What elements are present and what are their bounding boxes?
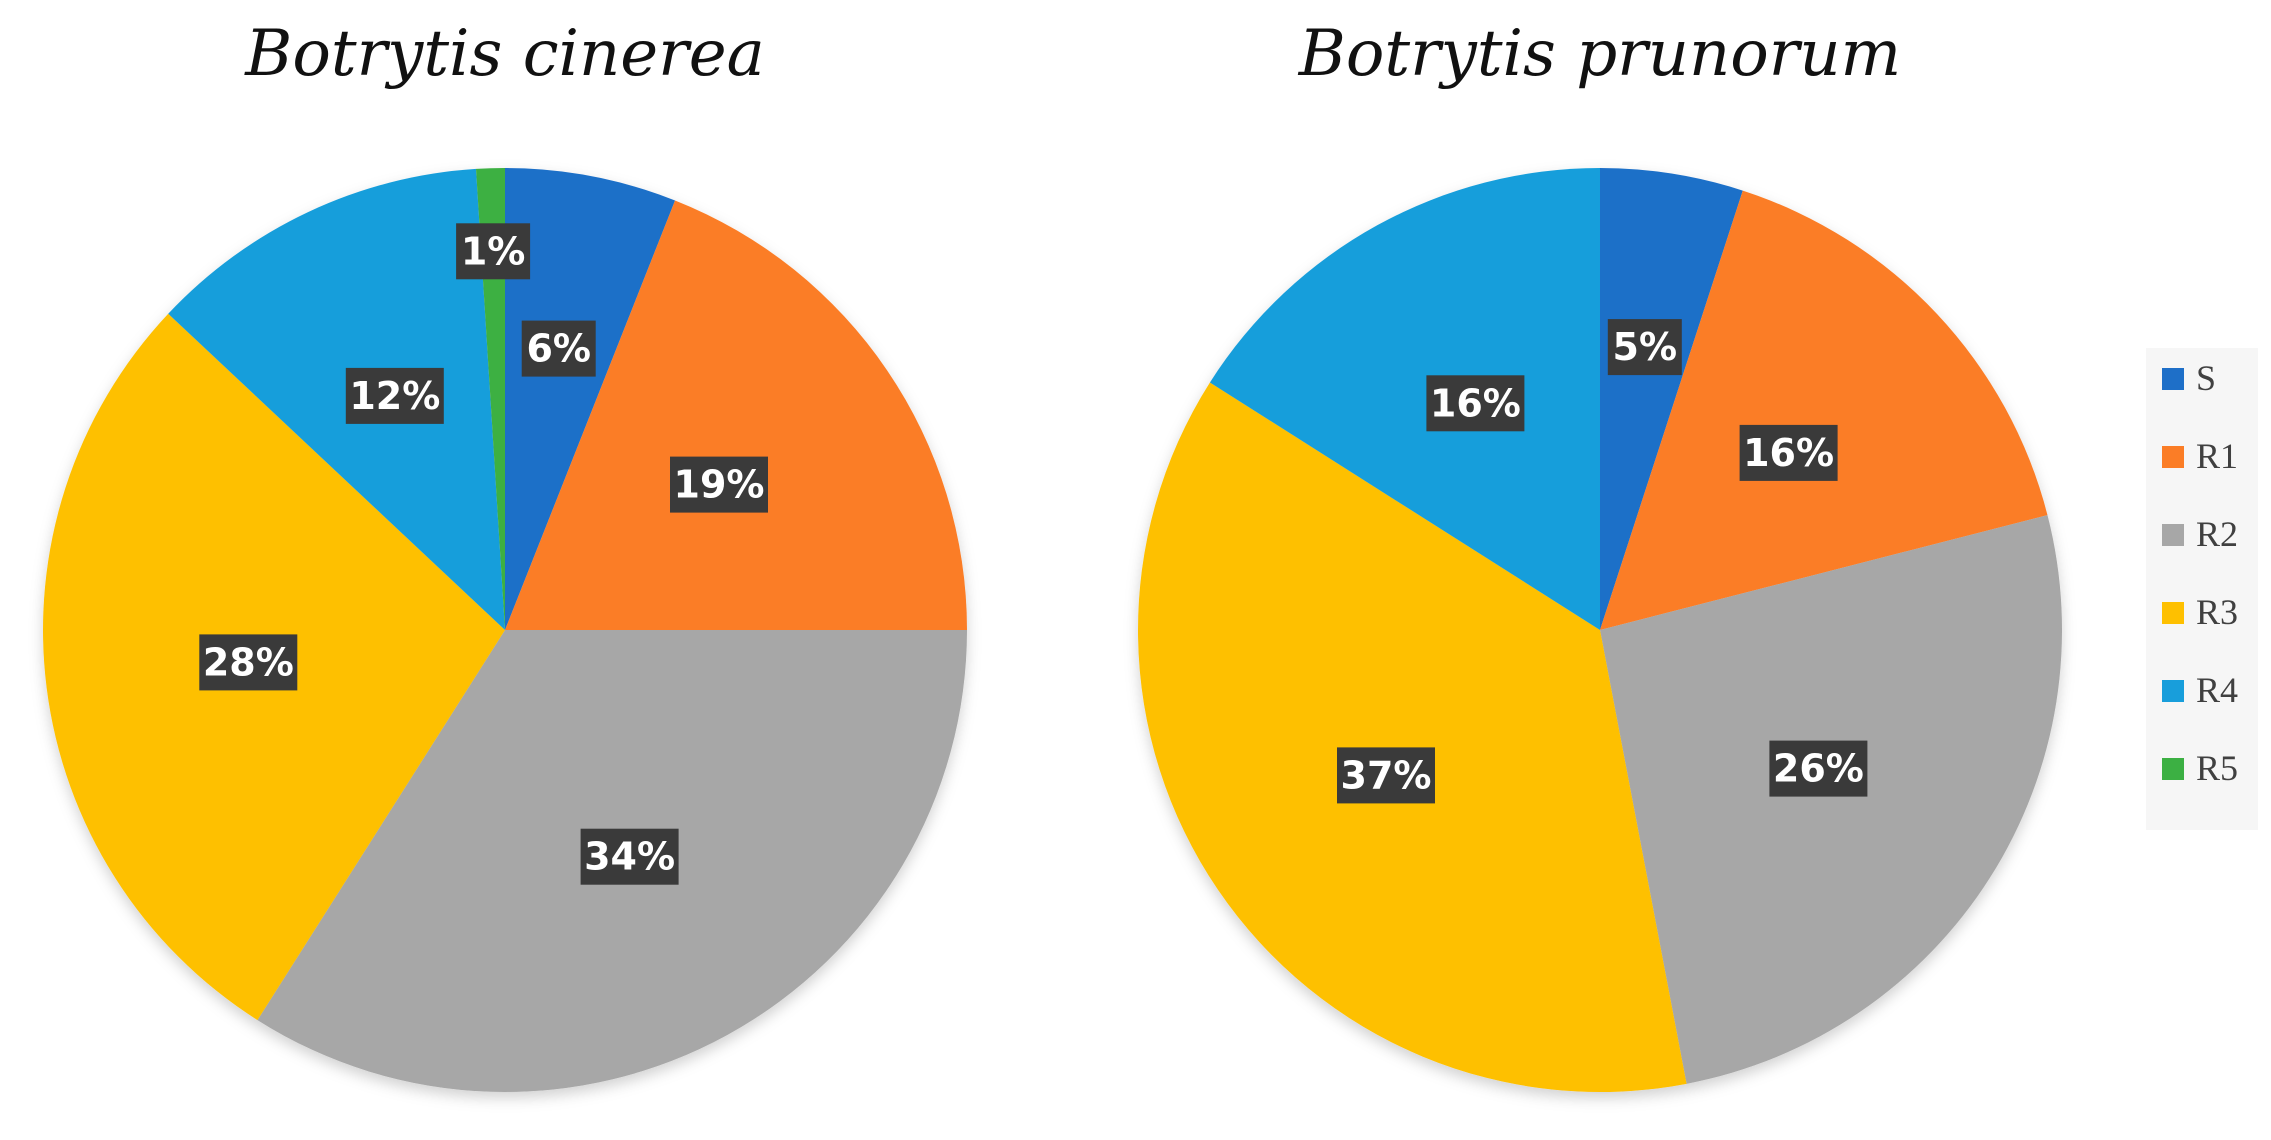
legend-label: R5 [2196, 748, 2238, 788]
legend-label: R3 [2196, 592, 2238, 632]
legend-item-s: S [2162, 358, 2216, 398]
pie-chart-prunorum: Botrytis prunorum 5% 16% 26% 37% 16% [1137, 17, 2063, 1093]
legend-label: R1 [2196, 436, 2238, 476]
data-label-cinerea-s: 6% [521, 320, 596, 377]
label-box [580, 828, 679, 885]
legend-swatch [2162, 680, 2184, 702]
legend-item-r3: R3 [2162, 592, 2238, 632]
chart-title-prunorum: Botrytis prunorum [1298, 17, 1901, 91]
label-text: 26% [1773, 747, 1864, 791]
label-box [1769, 740, 1868, 797]
legend-item-r5: R5 [2162, 748, 2238, 788]
legend-item-r1: R1 [2162, 436, 2238, 476]
chart-title-cinerea: Botrytis cinerea [244, 17, 764, 91]
data-label-prunorum-r3: 37% [1337, 747, 1435, 804]
label-text: 34% [584, 835, 675, 879]
label-box [199, 634, 298, 691]
labels-prunorum: 5% 16% 26% 37% 16% [1337, 319, 1868, 804]
slice-cinerea-r4 [168, 168, 505, 630]
slices-cinerea [43, 168, 967, 1092]
legend-background [2146, 348, 2258, 830]
label-text: 16% [1743, 431, 1834, 475]
pie-chart-cinerea: Botrytis cinerea 6% 19% 34% 28% 12% 1% [43, 17, 967, 1092]
legend-label: R2 [2196, 514, 2238, 554]
legend-items: S R1 R2 R3 R4 R5 [2162, 358, 2238, 788]
slice-prunorum-r3 [1137, 382, 1687, 1093]
data-label-prunorum-r2: 26% [1769, 740, 1868, 797]
legend-label: R4 [2196, 670, 2238, 710]
label-text: 12% [349, 374, 440, 418]
label-text: 5% [1613, 325, 1678, 369]
label-text: 1% [461, 229, 526, 273]
slices-prunorum [1137, 168, 2063, 1093]
label-text: 6% [526, 327, 591, 371]
data-label-prunorum-r1: 16% [1739, 424, 1838, 481]
label-box [521, 320, 596, 377]
slice-prunorum-r4 [1209, 168, 1600, 630]
label-text: 28% [203, 640, 294, 684]
data-label-prunorum-r4: 16% [1426, 375, 1525, 432]
label-box [1607, 319, 1682, 376]
slice-prunorum-r2 [1600, 515, 2063, 1084]
label-box [670, 456, 768, 513]
legend-swatch [2162, 524, 2184, 546]
label-box [1426, 375, 1525, 432]
legend-item-r2: R2 [2162, 514, 2238, 554]
data-label-cinerea-r5: 1% [456, 223, 531, 280]
legend: S R1 R2 R3 R4 R5 [2146, 348, 2258, 830]
slice-cinerea-s [505, 168, 676, 630]
label-text: 19% [674, 463, 765, 507]
legend-item-r4: R4 [2162, 670, 2238, 710]
label-text: 16% [1430, 381, 1521, 425]
label-box [345, 367, 444, 424]
label-box [1337, 747, 1435, 804]
data-label-cinerea-r2: 34% [580, 828, 679, 885]
legend-swatch [2162, 368, 2184, 390]
legend-swatch [2162, 446, 2184, 468]
label-box [456, 223, 531, 280]
slice-cinerea-r1 [505, 200, 967, 630]
data-label-cinerea-r3: 28% [199, 634, 298, 691]
labels-cinerea: 6% 19% 34% 28% 12% 1% [199, 223, 768, 885]
legend-label: S [2196, 358, 2216, 398]
legend-swatch [2162, 758, 2184, 780]
label-text: 37% [1341, 753, 1432, 797]
slice-cinerea-r5 [475, 168, 505, 630]
legend-swatch [2162, 602, 2184, 624]
label-box [1739, 424, 1838, 481]
data-label-cinerea-r4: 12% [345, 367, 444, 424]
data-label-cinerea-r1: 19% [670, 456, 768, 513]
slice-prunorum-r1 [1600, 190, 2048, 631]
slice-prunorum-s [1600, 168, 1743, 630]
data-label-prunorum-s: 5% [1607, 319, 1682, 376]
